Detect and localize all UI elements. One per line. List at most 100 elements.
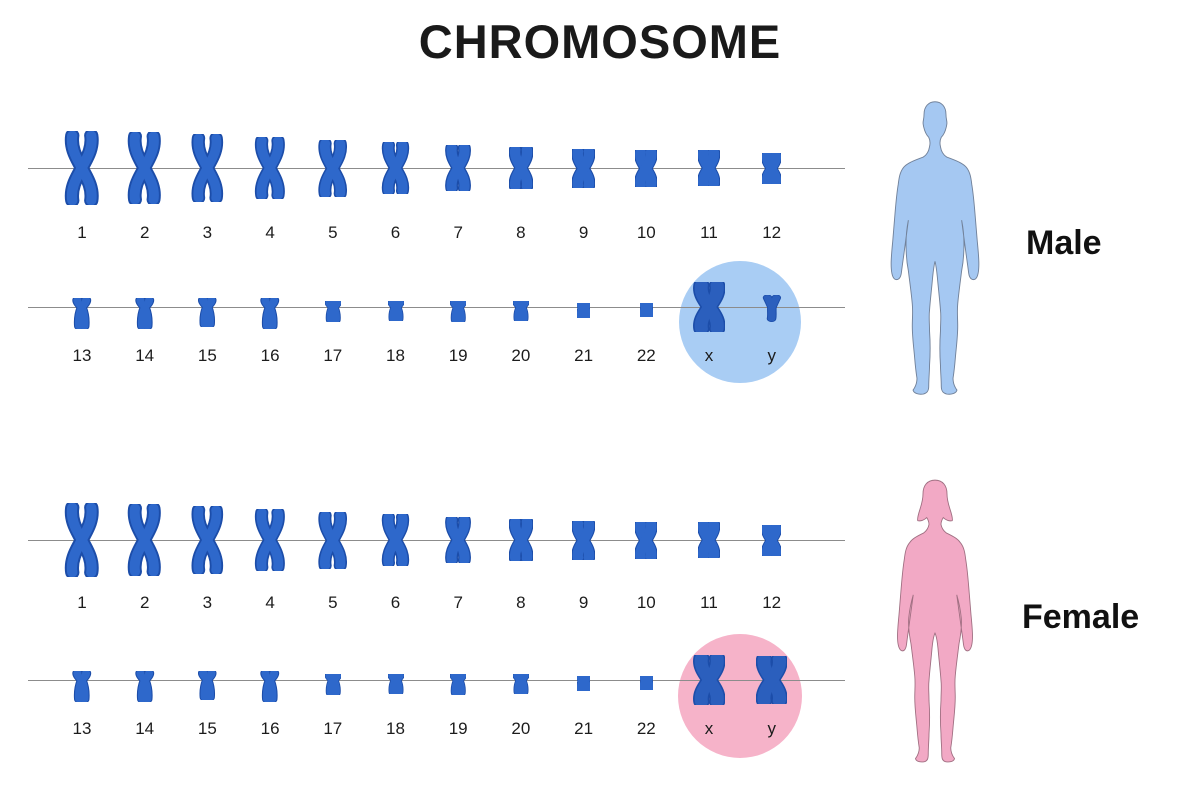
male-chromosome-label-9: 9	[578, 223, 589, 242]
male-chromosome-label-13: 13	[72, 346, 92, 365]
male-row2-line	[28, 307, 845, 308]
male-chromosome-label-2: 2	[139, 223, 150, 242]
female-chromosome-label-18: 18	[386, 719, 405, 738]
female-chromosome-19	[449, 673, 467, 695]
female-chromosome-11	[698, 522, 720, 558]
male-chromosome-label-8: 8	[516, 223, 526, 242]
male-chromosome-label-12: 12	[762, 223, 782, 242]
male-chromosome-4	[255, 137, 286, 199]
female-chromosome-10	[635, 521, 658, 559]
male-chromosome-label-x: x	[704, 346, 714, 365]
male-chromosome-label-y: y	[767, 346, 776, 365]
male-chromosome-15	[198, 298, 217, 328]
male-chromosome-label-11: 11	[700, 223, 718, 242]
male-body-shape	[890, 101, 980, 395]
male-chromosome-7	[445, 145, 472, 191]
female-chromosome-label-16: 16	[260, 719, 280, 738]
female-chromosome-label-15: 15	[197, 719, 217, 738]
male-chromosome-14	[135, 297, 155, 329]
male-chromosome-21	[576, 302, 591, 318]
female-chromosome-label-12: 12	[762, 593, 782, 612]
female-chromosome-x	[692, 655, 726, 705]
male-label: Male	[1026, 224, 1102, 262]
male-chromosome-6	[381, 142, 410, 194]
female-chromosome-label-20: 20	[511, 719, 531, 738]
female-chromosome-label-1: 1	[77, 593, 87, 612]
female-chromosome-label-5: 5	[328, 593, 338, 612]
male-chromosome-16	[260, 297, 280, 329]
female-chromosome-21	[576, 675, 591, 691]
male-chromosome-label-7: 7	[453, 223, 463, 242]
female-chromosome-label-4: 4	[265, 593, 275, 612]
male-chromosome-20	[512, 301, 529, 321]
female-chromosome-5	[318, 511, 348, 569]
female-chromosome-13	[72, 670, 92, 702]
male-chromosome-label-3: 3	[202, 223, 213, 242]
female-chromosome-label-y: y	[767, 719, 776, 738]
male-chromosome-2	[128, 132, 162, 204]
male-chromosome-label-18: 18	[386, 346, 405, 365]
female-chromosome-label-6: 6	[390, 593, 401, 612]
female-chromosome-label-2: 2	[139, 593, 150, 612]
female-chromosome-6	[381, 514, 410, 566]
male-chromosome-9	[572, 148, 595, 188]
female-chromosome-1	[65, 503, 99, 577]
male-chromosome-label-5: 5	[328, 223, 338, 242]
male-chromosome-label-20: 20	[511, 346, 531, 365]
female-row1-line	[28, 540, 845, 541]
male-row1-line	[28, 168, 845, 169]
male-chromosome-label-10: 10	[636, 223, 656, 242]
female-chromosome-20	[512, 674, 529, 694]
male-chromosome-17	[324, 300, 342, 322]
female-chromosome-2	[128, 504, 162, 576]
female-chromosome-label-x: x	[704, 719, 714, 738]
female-chromosome-7	[445, 517, 472, 563]
male-chromosome-label-4: 4	[265, 223, 275, 242]
female-chromosome-label-19: 19	[448, 719, 468, 738]
female-chromosome-label-10: 10	[636, 593, 656, 612]
female-chromosome-8	[508, 519, 533, 561]
male-chromosome-8	[508, 147, 533, 189]
male-chromosome-label-16: 16	[260, 346, 280, 365]
male-body-silhouette	[890, 101, 980, 395]
female-chromosome-9	[572, 520, 595, 560]
male-chromosome-label-6: 6	[390, 223, 401, 242]
female-chromosome-15	[198, 671, 217, 701]
male-chromosome-18	[387, 301, 404, 321]
female-chromosome-17	[324, 673, 342, 695]
male-chromosome-19	[449, 300, 467, 322]
female-chromosome-label-11: 11	[700, 593, 718, 612]
male-chromosome-10	[635, 149, 658, 187]
male-chromosome-y	[762, 294, 781, 322]
female-label: Female	[1022, 598, 1140, 636]
male-chromosome-label-19: 19	[448, 346, 468, 365]
female-chromosome-label-3: 3	[202, 593, 213, 612]
female-chromosome-y	[756, 656, 788, 704]
female-chromosome-label-9: 9	[578, 593, 589, 612]
female-chromosome-label-21: 21	[574, 719, 594, 738]
female-chromosome-label-13: 13	[72, 719, 92, 738]
male-chromosome-label-17: 17	[323, 346, 343, 365]
male-chromosome-label-1: 1	[77, 223, 87, 242]
male-chromosome-22	[639, 302, 653, 317]
female-chromosome-label-7: 7	[453, 593, 463, 612]
female-chromosome-3	[191, 506, 224, 574]
male-chromosome-3	[191, 134, 224, 202]
male-chromosome-label-22: 22	[636, 346, 656, 365]
male-chromosome-1	[65, 131, 99, 205]
female-chromosome-label-14: 14	[135, 719, 155, 738]
female-chromosome-12	[762, 524, 782, 556]
page-title: CHROMOSOME	[418, 15, 782, 68]
female-chromosome-label-17: 17	[323, 719, 343, 738]
male-chromosome-x	[692, 282, 726, 332]
male-chromosome-5	[318, 139, 348, 197]
female-body-silhouette	[897, 479, 973, 763]
male-chromosome-label-15: 15	[197, 346, 217, 365]
female-chromosome-22	[639, 675, 653, 690]
male-chromosome-12	[762, 152, 782, 184]
female-chromosome-16	[260, 670, 280, 702]
female-chromosome-label-8: 8	[516, 593, 526, 612]
female-body-shape	[897, 479, 973, 763]
female-row2-line	[28, 680, 845, 681]
